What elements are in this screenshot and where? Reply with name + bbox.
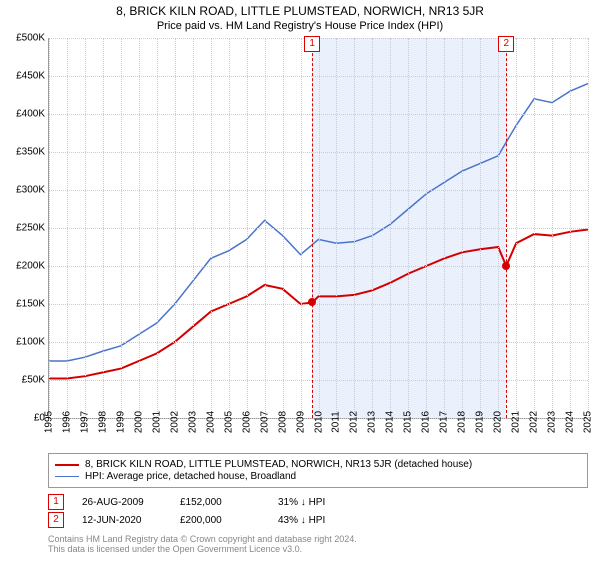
sale-marker-badge: 2 [498, 36, 514, 52]
footer-attribution: Contains HM Land Registry data © Crown c… [48, 534, 588, 554]
y-axis-label: £200K [16, 261, 45, 272]
x-axis-label: 2011 [331, 411, 342, 433]
chart-area: £0£50K£100K£150K£200K£250K£300K£350K£400… [48, 38, 588, 419]
x-axis-label: 2017 [439, 411, 450, 433]
sale-price: £200,000 [180, 515, 260, 526]
sale-price: £152,000 [180, 497, 260, 508]
x-axis-label: 2023 [547, 411, 558, 433]
x-axis-label: 2015 [403, 411, 414, 433]
sale-marker-badge: 1 [304, 36, 320, 52]
x-axis-label: 2009 [295, 411, 306, 433]
sale-point [502, 262, 510, 270]
x-axis-label: 2014 [385, 411, 396, 433]
x-axis-label: 1997 [79, 411, 90, 433]
x-axis-label: 2010 [313, 411, 324, 433]
sale-marker-line [312, 38, 313, 418]
footer-line-1: Contains HM Land Registry data © Crown c… [48, 534, 588, 544]
sales-table: 1 26-AUG-2009 £152,000 31% ↓ HPI 2 12-JUN-202… [48, 494, 588, 528]
sale-row-badge: 2 [48, 512, 64, 528]
x-axis-label: 1998 [97, 411, 108, 433]
x-axis-label: 2006 [241, 411, 252, 433]
x-axis-label: 2013 [367, 411, 378, 433]
sale-date: 26-AUG-2009 [82, 497, 162, 508]
legend-swatch [55, 464, 79, 466]
sale-vs-hpi: 43% ↓ HPI [278, 515, 358, 526]
legend-label: HPI: Average price, detached house, Broa… [85, 471, 296, 482]
legend-swatch [55, 476, 79, 478]
legend-label: 8, BRICK KILN ROAD, LITTLE PLUMSTEAD, NO… [85, 459, 472, 470]
x-axis-label: 2024 [565, 411, 576, 433]
x-axis-label: 2022 [529, 411, 540, 433]
x-axis-label: 2020 [493, 411, 504, 433]
sale-row: 1 26-AUG-2009 £152,000 31% ↓ HPI [48, 494, 588, 510]
x-axis-label: 2002 [169, 411, 180, 433]
y-axis-label: £100K [16, 337, 45, 348]
legend: 8, BRICK KILN ROAD, LITTLE PLUMSTEAD, NO… [48, 453, 588, 488]
x-axis-label: 1999 [115, 411, 126, 433]
chart-title: 8, BRICK KILN ROAD, LITTLE PLUMSTEAD, NO… [0, 4, 600, 18]
x-axis-label: 2007 [259, 411, 270, 433]
sale-point [308, 298, 316, 306]
x-axis-label: 2021 [511, 411, 522, 433]
x-axis-label: 1996 [61, 411, 72, 433]
x-axis-label: 2000 [133, 411, 144, 433]
x-axis-label: 2025 [583, 411, 594, 433]
chart-subtitle: Price paid vs. HM Land Registry's House … [0, 20, 600, 32]
y-axis-label: £150K [16, 299, 45, 310]
x-axis-label: 2008 [277, 411, 288, 433]
x-axis-label: 2016 [421, 411, 432, 433]
x-axis-label: 2012 [349, 411, 360, 433]
sale-row-badge: 1 [48, 494, 64, 510]
x-axis-label: 2004 [205, 411, 216, 433]
y-axis-label: £450K [16, 71, 45, 82]
legend-item: HPI: Average price, detached house, Broa… [55, 471, 581, 482]
y-axis-label: £300K [16, 185, 45, 196]
x-axis-label: 2018 [457, 411, 468, 433]
sale-row: 2 12-JUN-2020 £200,000 43% ↓ HPI [48, 512, 588, 528]
x-axis-label: 2003 [187, 411, 198, 433]
y-axis-label: £250K [16, 223, 45, 234]
x-axis-label: 2019 [475, 411, 486, 433]
x-axis-label: 2001 [151, 411, 162, 433]
x-axis-label: 2005 [223, 411, 234, 433]
y-axis-label: £350K [16, 147, 45, 158]
x-axis-label: 1995 [44, 411, 55, 433]
y-axis-label: £500K [16, 33, 45, 44]
sale-marker-line [506, 38, 507, 418]
y-axis-label: £400K [16, 109, 45, 120]
sale-vs-hpi: 31% ↓ HPI [278, 497, 358, 508]
footer-line-2: This data is licensed under the Open Gov… [48, 544, 588, 554]
y-axis-label: £50K [22, 375, 45, 386]
sale-date: 12-JUN-2020 [82, 515, 162, 526]
legend-item: 8, BRICK KILN ROAD, LITTLE PLUMSTEAD, NO… [55, 459, 581, 470]
